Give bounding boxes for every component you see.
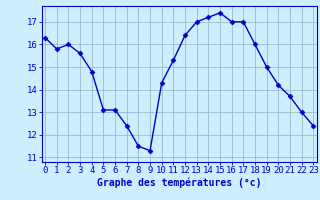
X-axis label: Graphe des températures (°c): Graphe des températures (°c)	[97, 178, 261, 188]
